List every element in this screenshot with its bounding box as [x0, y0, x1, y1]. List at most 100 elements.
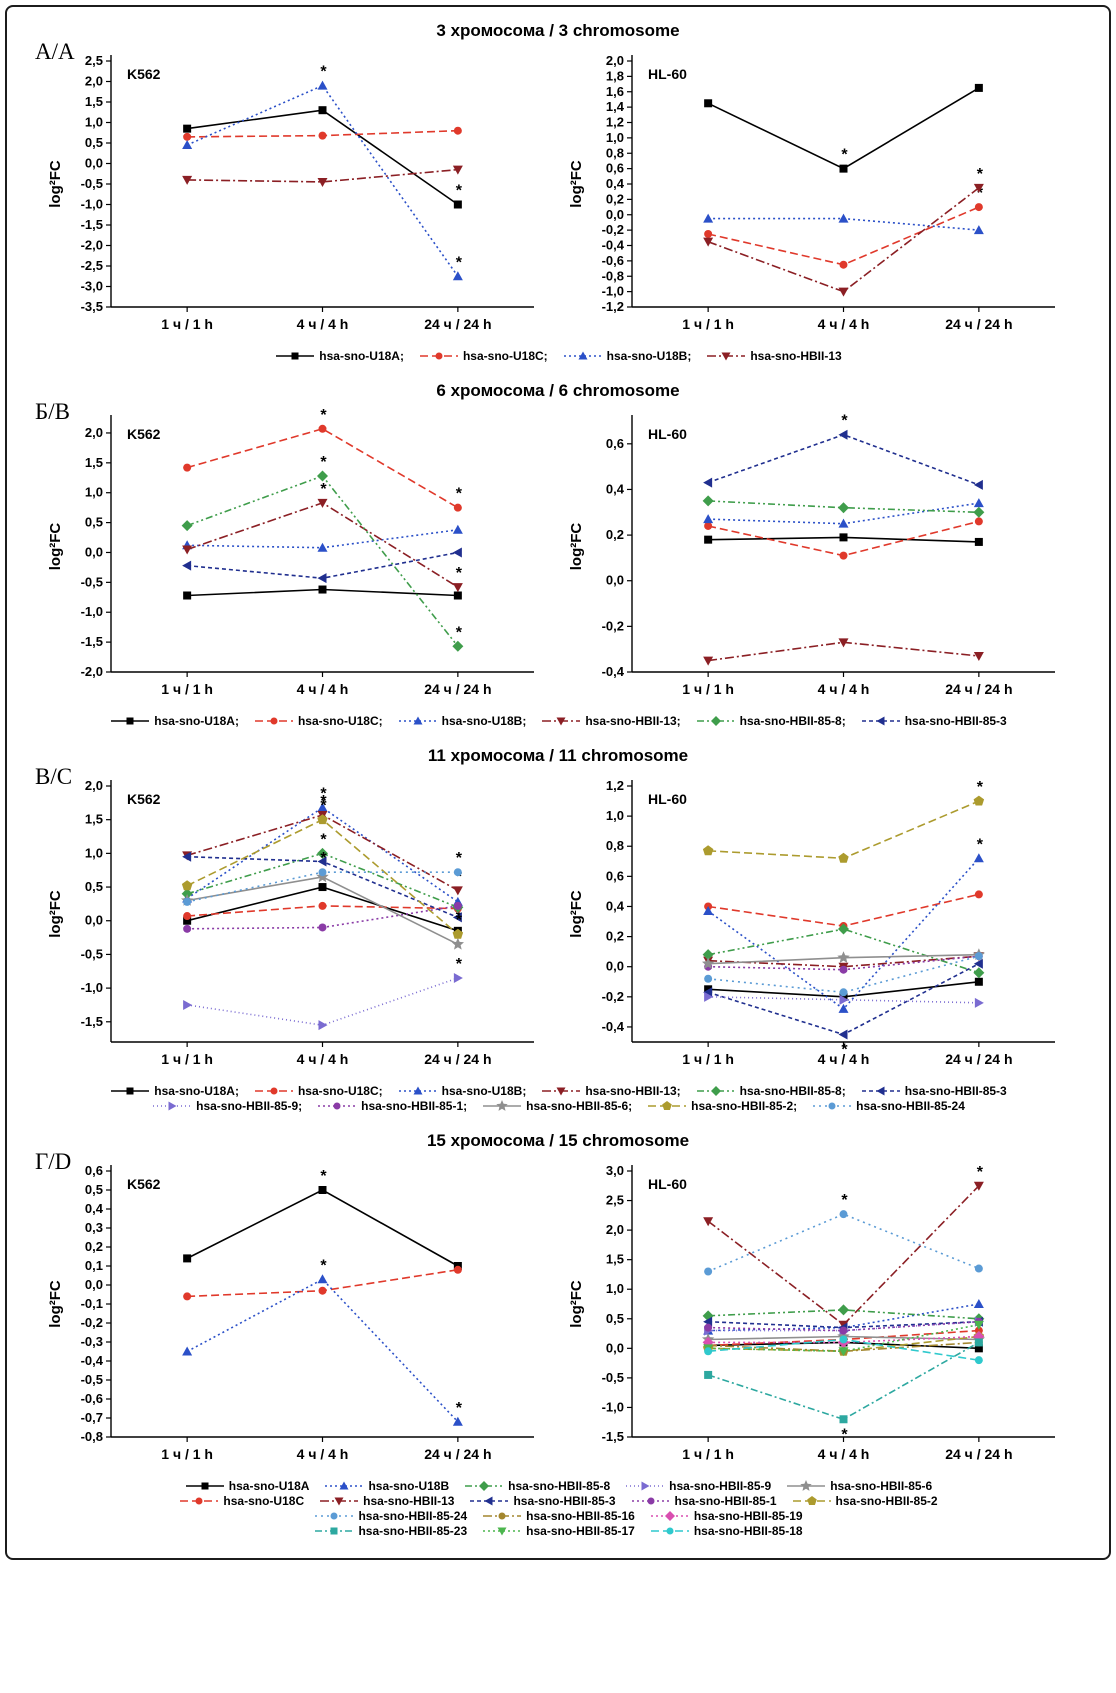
significance-asterisk: * — [841, 1192, 848, 1209]
legend-item-U18B: hsa-sno-U18B — [323, 1479, 449, 1493]
y-tick-label: 1,5 — [85, 455, 103, 470]
significance-asterisk: * — [320, 1257, 327, 1274]
chart-chr6-hl60: -0,4 -0,2 0,0 0,2 0,4 0,6 1 ч / 1 h 4 ч / 4 h 24… — [566, 403, 1071, 713]
y-tick-label: -0,4 — [602, 1019, 625, 1034]
triangle-up-marker-icon — [182, 1346, 193, 1356]
y-tick-label: 0,3 — [85, 1220, 103, 1235]
legend-line-sample-icon — [315, 1512, 354, 1520]
y-tick-label: 0,2 — [85, 1239, 103, 1254]
diamond-marker-icon — [710, 716, 721, 726]
triangle-up-marker-icon — [973, 498, 984, 508]
circle-marker-icon — [974, 890, 983, 899]
series-line-HBII-85-3 — [187, 551, 459, 580]
y-tick-label: 1,8 — [606, 68, 624, 83]
y-tick-label: -0,5 — [81, 946, 103, 961]
triangle-up-marker-icon — [182, 140, 193, 150]
square-marker-icon — [318, 883, 327, 892]
y-tick-label: -1,2 — [602, 299, 624, 314]
legend-item-HBII-85-3: hsa-sno-HBII-85-3 — [468, 1494, 616, 1508]
series-line-HBII-85-8 — [707, 928, 980, 974]
legend-line-sample-icon — [696, 1086, 735, 1096]
triangle-left-marker-icon — [973, 958, 983, 969]
significance-asterisk: * — [977, 836, 984, 853]
series-line-HBII-85-9 — [186, 977, 459, 1027]
cell-line-label: K562 — [127, 426, 161, 442]
diamond-marker-icon — [317, 470, 328, 482]
y-tick-label: 1,6 — [606, 84, 624, 99]
triangle-left-marker-icon — [182, 560, 192, 571]
legend-item-HBII-85-3: hsa-sno-HBII-85-3 — [860, 714, 1007, 728]
legend-label: hsa-sno-HBII-85-1 — [674, 1494, 777, 1508]
triangle-right-marker-icon — [183, 999, 193, 1010]
legend-label: hsa-sno-HBII-85-2 — [835, 1494, 938, 1508]
significance-asterisk: * — [320, 831, 327, 848]
y-tick-label: -0,2 — [602, 222, 624, 237]
legend-item-HBII-85-17: hsa-sno-HBII-85-17 — [481, 1524, 635, 1538]
y-axis-label: log²FC — [568, 1280, 585, 1328]
triangle-down-marker-icon — [973, 183, 984, 193]
y-tick-label: 0,0 — [85, 1277, 103, 1292]
legend-line-sample-icon — [276, 352, 315, 360]
x-tick-label: 24 ч / 24 h — [424, 1051, 491, 1067]
legend-item-U18B: hsa-sno-U18B; — [562, 349, 691, 363]
y-tick-label: -0,7 — [81, 1410, 103, 1425]
diamond-marker-icon — [664, 1511, 675, 1521]
legend-label: hsa-sno-HBII-13; — [585, 714, 681, 728]
star-marker-icon — [800, 1480, 812, 1491]
significance-asterisk: * — [320, 64, 327, 81]
y-tick-label: -0,8 — [602, 268, 624, 283]
triangle-down-marker-icon — [556, 1087, 566, 1096]
diamond-marker-icon — [702, 1310, 714, 1322]
square-marker-icon — [974, 537, 983, 546]
legend-line-sample-icon — [542, 717, 581, 726]
line-chart-svg: -0,4 -0,2 0,0 0,2 0,4 0,6 1 ч / 1 h 4 ч / 4 h 24… — [568, 413, 1055, 697]
significance-asterisk: * — [320, 1168, 327, 1185]
legend-line-sample-icon — [398, 1086, 437, 1095]
y-tick-label: 1,5 — [85, 812, 103, 827]
y-tick-label: 0,5 — [85, 135, 103, 150]
star-marker-icon — [451, 937, 464, 950]
legend-line-sample-icon — [254, 1087, 293, 1095]
legend-line-sample-icon — [483, 1512, 522, 1520]
square-marker-icon — [704, 1370, 713, 1379]
legend-item-HBII-85-2: hsa-sno-HBII-85-2; — [646, 1099, 797, 1113]
cell-line-label: HL-60 — [648, 426, 687, 442]
legend-line: hsa-sno-HBII-85-9; hsa-sno-HBII-85-1; hsa-… — [9, 1099, 1107, 1113]
figure-title-chromosome-15: 15 хромосома / 15 chromosome — [426, 1131, 690, 1150]
legend-item-U18B: hsa-sno-U18B; — [397, 714, 526, 728]
legend-label: hsa-sno-HBII-85-3 — [513, 1494, 616, 1508]
figure-frame: А/A 3 хромосома / 3 chromosome -3,5 -3,0-… — [5, 5, 1111, 1560]
legend-line-sample-icon — [315, 1527, 354, 1535]
chart-chr11-k562: -1,5 -1,0 -0,5 0,0 0,5 1,0 1,5 2,0 1 ч / 1 h 4 ч … — [45, 768, 550, 1083]
circle-marker-icon — [270, 717, 278, 725]
y-tick-label: 0,5 — [85, 1182, 103, 1197]
y-tick-label: 0,4 — [606, 898, 625, 913]
y-tick-label: 1,2 — [606, 778, 624, 793]
y-tick-label: -0,1 — [81, 1296, 103, 1311]
legend-item-U18B: hsa-sno-U18B; — [397, 1084, 526, 1098]
y-tick-label: -0,2 — [602, 618, 624, 633]
circle-marker-icon — [704, 1267, 713, 1276]
y-tick-label: 1,0 — [606, 130, 624, 145]
significance-asterisk: * — [456, 486, 463, 503]
series-line-U18C — [707, 893, 980, 927]
triangle-down-marker-icon — [838, 1347, 849, 1357]
legend-label: hsa-sno-HBII-85-9; — [196, 1099, 303, 1113]
legend-item-HBII-85-3: hsa-sno-HBII-85-3 — [860, 1084, 1007, 1098]
y-tick-label: 0,6 — [606, 161, 624, 176]
circle-marker-icon — [839, 965, 848, 974]
square-marker-icon — [704, 99, 713, 108]
y-tick-label: 0,0 — [85, 913, 103, 928]
square-marker-icon — [126, 717, 134, 725]
circle-marker-icon — [974, 203, 983, 212]
significance-asterisk: * — [977, 779, 984, 796]
pentagon-marker-icon — [806, 1496, 817, 1505]
square-marker-icon — [183, 591, 192, 600]
legend-line-sample-icon — [696, 716, 735, 726]
legend-label: hsa-sno-HBII-13 — [363, 1494, 455, 1508]
y-tick-label: 0,0 — [85, 156, 103, 171]
pentagon-marker-icon — [973, 795, 985, 806]
chart-chr11-hl60: -0,4 -0,2 0,0 0,2 0,4 0,6 0,8 1,0 1,2 1 ч / 1 h 4 … — [566, 768, 1071, 1083]
y-axis-label: log²FC — [568, 523, 585, 571]
circle-marker-icon — [333, 1102, 341, 1110]
